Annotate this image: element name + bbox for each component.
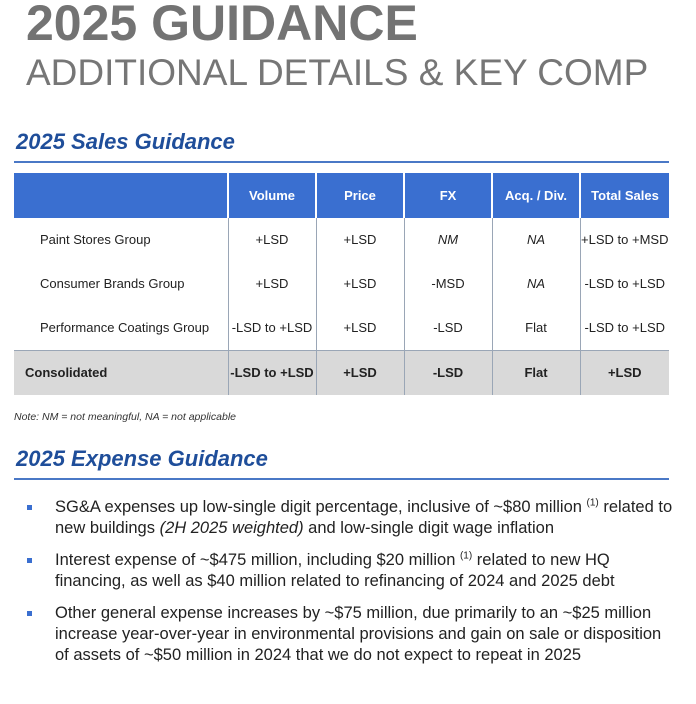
cell-total-sales: +LSD to +MSD — [579, 218, 669, 262]
cell-price: +LSD — [315, 306, 404, 351]
bullet-text: Other general expense increases by ~$75 … — [55, 604, 662, 664]
bullet-text: related to new buildings — [55, 498, 673, 537]
bullet-square-icon — [27, 558, 32, 563]
column-header-price: Price — [315, 173, 404, 218]
table-row: Consumer Brands Group +LSD +LSD -MSD NA … — [14, 262, 669, 306]
column-header-total-sales: Total Sales — [579, 173, 669, 218]
sales-heading-rule — [14, 161, 669, 163]
column-header — [14, 173, 228, 218]
column-header-fx: FX — [403, 173, 492, 218]
table-header-row: Volume Price FX Acq. / Div. Total Sales — [14, 173, 669, 218]
cell-volume: -LSD to +LSD — [227, 306, 316, 351]
list-item: SG&A expenses up low-single digit percen… — [24, 497, 674, 539]
cell-total-sales: -LSD to +LSD — [579, 306, 669, 351]
row-label: Consumer Brands Group — [40, 276, 185, 291]
bullet-text: SG&A expenses up low-single digit percen… — [55, 498, 587, 516]
cell-price: +LSD — [315, 218, 404, 262]
cell-acq-div: Flat — [491, 350, 580, 395]
bullet-square-icon — [27, 611, 32, 616]
cell-price: +LSD — [315, 350, 404, 395]
cell-acq-div: NA — [491, 262, 580, 306]
cell-acq-div: Flat — [491, 306, 580, 351]
cell-fx: -MSD — [403, 262, 492, 306]
list-item: Interest expense of ~$475 million, inclu… — [24, 550, 674, 592]
cell-fx: NM — [403, 218, 492, 262]
consolidated-row: Consolidated -LSD to +LSD +LSD -LSD Flat… — [14, 350, 669, 395]
page-subtitle: ADDITIONAL DETAILS & KEY COMP — [26, 52, 649, 93]
cell-fx: -LSD — [403, 306, 492, 351]
row-label: Consolidated — [14, 350, 228, 395]
list-item: Other general expense increases by ~$75 … — [24, 603, 674, 666]
expense-guidance-heading: 2025 Expense Guidance — [16, 446, 268, 471]
footnote-marker: (1) — [586, 497, 599, 509]
cell-total-sales: +LSD — [579, 350, 669, 395]
cell-total-sales: -LSD to +LSD — [579, 262, 669, 306]
column-header-volume: Volume — [227, 173, 316, 218]
page-title: 2025 GUIDANCE — [26, 0, 418, 51]
table-row: Performance Coatings Group -LSD to +LSD … — [14, 306, 669, 351]
bullet-emphasis: (2H 2025 weighted) — [159, 519, 304, 537]
table-row: Paint Stores Group +LSD +LSD NM NA +LSD … — [14, 218, 669, 262]
bullet-text: related to new HQ financing, as well as … — [55, 551, 615, 590]
footnote-marker: (1) — [459, 550, 473, 562]
sales-guidance-heading: 2025 Sales Guidance — [16, 129, 235, 154]
cell-volume: -LSD to +LSD — [227, 350, 316, 395]
cell-fx: -LSD — [403, 350, 492, 395]
cell-price: +LSD — [315, 262, 404, 306]
table-footnote: Note: NM = not meaningful, NA = not appl… — [14, 411, 236, 423]
column-header-acq-div: Acq. / Div. — [491, 173, 580, 218]
cell-volume: +LSD — [227, 218, 316, 262]
bullet-text: and low-single digit wage inflation — [303, 519, 554, 537]
row-label: Paint Stores Group — [40, 232, 151, 247]
bullet-square-icon — [27, 505, 32, 510]
bullet-text: Interest expense of ~$475 million, inclu… — [55, 551, 460, 569]
sales-guidance-table: Volume Price FX Acq. / Div. Total Sales … — [14, 173, 669, 395]
expense-bullet-list: SG&A expenses up low-single digit percen… — [24, 497, 674, 677]
row-label: Performance Coatings Group — [40, 320, 210, 335]
expense-heading-rule — [14, 478, 669, 480]
cell-acq-div: NA — [491, 218, 580, 262]
cell-volume: +LSD — [227, 262, 316, 306]
